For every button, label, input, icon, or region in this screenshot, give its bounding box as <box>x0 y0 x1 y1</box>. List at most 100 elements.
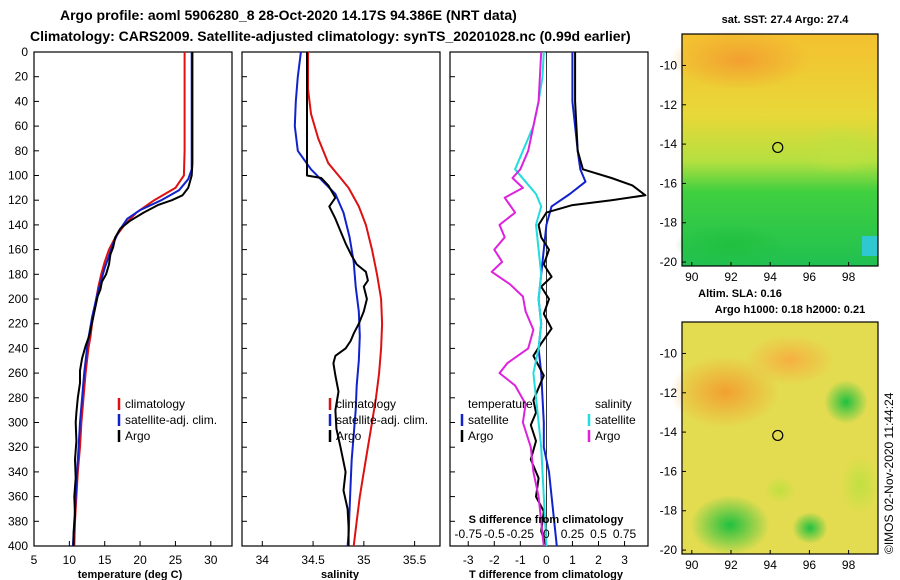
x-tick-label: 34 <box>256 553 270 567</box>
s-tick-label: -0.75 <box>455 527 483 541</box>
y-tick-label: 380 <box>8 514 28 528</box>
x-tick-label: 10 <box>63 553 77 567</box>
x-tick-label: 2 <box>595 553 602 567</box>
legend-climatology: climatology <box>336 397 396 411</box>
temperature-xlabel: temperature (deg C) <box>78 569 183 580</box>
legend-satellite: satellite-adj. clim. <box>336 413 428 427</box>
sst-mid-patch <box>800 125 880 175</box>
depth-y-ticks: 0 20 40 60 80 100 120 140 160 180 200 220 240 260 280 3… <box>8 45 455 553</box>
y-tick-label: 240 <box>8 341 28 355</box>
map-x-tick-label: 96 <box>803 270 817 284</box>
x-tick-label: 25 <box>169 553 183 567</box>
sla-mid-patch-2 <box>840 455 880 515</box>
legend-header-salinity: salinity <box>595 397 632 411</box>
x-tick-label: -1 <box>515 553 526 567</box>
sst-map: sat. SST: 27.4 Argo: 27.4 90 92 94 96 98 -10 -… <box>660 14 880 284</box>
map-y-tick-label: -12 <box>660 98 678 112</box>
difference-panel: -3 -2 -1 0 1 2 3 T difference from climatology… <box>449 51 649 580</box>
map-x-tick-label: 98 <box>842 270 856 284</box>
series-line-climatology <box>307 52 384 546</box>
salinity-difference-ticks: -0.75 -0.5 -0.25 0 0.25 0.5 0.75 <box>455 527 637 541</box>
map-y-tick-label: -14 <box>660 137 678 151</box>
series-line-argo <box>72 52 194 546</box>
map-y-tick-label: -16 <box>660 464 678 478</box>
series-line-salinity-satellite <box>514 52 548 546</box>
legend-salinity-argo: Argo <box>595 429 621 443</box>
y-tick-label: 300 <box>8 416 28 430</box>
y-tick-label: 260 <box>8 366 28 380</box>
x-tick-label: 1 <box>569 553 576 567</box>
x-tick-label: 35.5 <box>403 553 427 567</box>
series-line-salinity-argo <box>490 52 545 546</box>
sst-map-frame <box>681 33 879 267</box>
map-x-tick-label: 96 <box>803 558 817 572</box>
x-tick-label: 34.5 <box>301 553 325 567</box>
s-tick-label: 0.75 <box>613 527 637 541</box>
legend-argo: Argo <box>336 429 362 443</box>
sst-argo-marker <box>772 141 784 154</box>
header-line1: Argo profile: aoml 5906280_8 28-Oct-2020… <box>60 7 517 23</box>
series-line-satellite-adj-clim- <box>71 52 193 546</box>
x-tick-label: 0 <box>543 553 550 567</box>
temperature-frame <box>33 51 233 547</box>
y-tick-label: 320 <box>8 440 28 454</box>
s-tick-label: 0.25 <box>561 527 585 541</box>
y-tick-label: 100 <box>8 169 28 183</box>
series-line-climatology <box>73 52 186 546</box>
sla-map-ticks: 90 92 94 96 98 -10 -12 -14 -16 -18 -20 <box>660 346 856 572</box>
x-tick-label: 35 <box>357 553 371 567</box>
map-x-tick-label: 94 <box>764 270 778 284</box>
y-tick-label: 180 <box>8 267 28 281</box>
x-tick-label: -2 <box>489 553 500 567</box>
difference-frame <box>449 51 649 547</box>
map-x-tick-label: 90 <box>685 558 699 572</box>
map-x-tick-label: 92 <box>724 558 738 572</box>
sla-high-patch <box>670 356 780 428</box>
salinity-lines <box>293 52 384 546</box>
y-tick-label: 400 <box>8 539 28 553</box>
y-tick-label: 0 <box>21 45 28 59</box>
x-tick-label: 15 <box>98 553 112 567</box>
sla-low-patch <box>690 495 770 555</box>
map-x-tick-label: 94 <box>764 558 778 572</box>
sla-low-patch-3 <box>792 512 828 544</box>
sst-map-ticks: 90 92 94 96 98 -10 -12 -14 -16 -18 -20 <box>660 58 856 284</box>
sst-cold-patch <box>862 236 878 256</box>
sla-map-title2: Argo h1000: 0.18 h2000: 0.21 <box>715 304 865 316</box>
map-y-tick-label: -18 <box>660 504 678 518</box>
argo-position-circle <box>772 141 784 154</box>
legend-satellite: satellite-adj. clim. <box>125 413 217 427</box>
series-line-satellite-adj-clim- <box>293 52 361 546</box>
sst-warm-patch <box>670 30 810 90</box>
x-tick-label: 30 <box>204 553 218 567</box>
header-line2: Climatology: CARS2009. Satellite-adjuste… <box>30 28 631 44</box>
legend-salinity-satellite: satellite <box>595 413 636 427</box>
map-y-tick-label: -12 <box>660 386 678 400</box>
sla-argo-marker <box>772 429 784 442</box>
sla-map-frame <box>681 321 879 555</box>
y-tick-label: 360 <box>8 490 28 504</box>
legend-temperature-argo: Argo <box>468 429 494 443</box>
series-line-argo <box>306 52 369 546</box>
legend-climatology: climatology <box>125 397 185 411</box>
y-tick-label: 280 <box>8 391 28 405</box>
temperature-lines <box>71 52 194 546</box>
sst-cool-patch <box>675 223 785 267</box>
s-tick-label: -0.5 <box>484 527 505 541</box>
y-tick-label: 40 <box>15 94 29 108</box>
map-x-tick-label: 92 <box>724 270 738 284</box>
map-y-tick-label: -20 <box>660 255 678 269</box>
y-tick-label: 140 <box>8 218 28 232</box>
sla-low-patch-2 <box>824 380 868 424</box>
map-y-tick-label: -14 <box>660 425 678 439</box>
x-tick-label: -3 <box>463 553 474 567</box>
sla-high-patch-2 <box>745 335 835 385</box>
map-x-tick-label: 90 <box>685 270 699 284</box>
x-tick-label: 20 <box>133 553 147 567</box>
difference-xlabel-top: S difference from climatology <box>469 514 625 526</box>
temperature-panel: 5 10 15 20 25 30 0 20 40 60 80 100 120 140 160 180 200 2… <box>8 45 455 580</box>
s-tick-label: 0.5 <box>590 527 607 541</box>
map-y-tick-label: -10 <box>660 58 678 72</box>
legend-temperature-satellite: satellite <box>468 413 509 427</box>
